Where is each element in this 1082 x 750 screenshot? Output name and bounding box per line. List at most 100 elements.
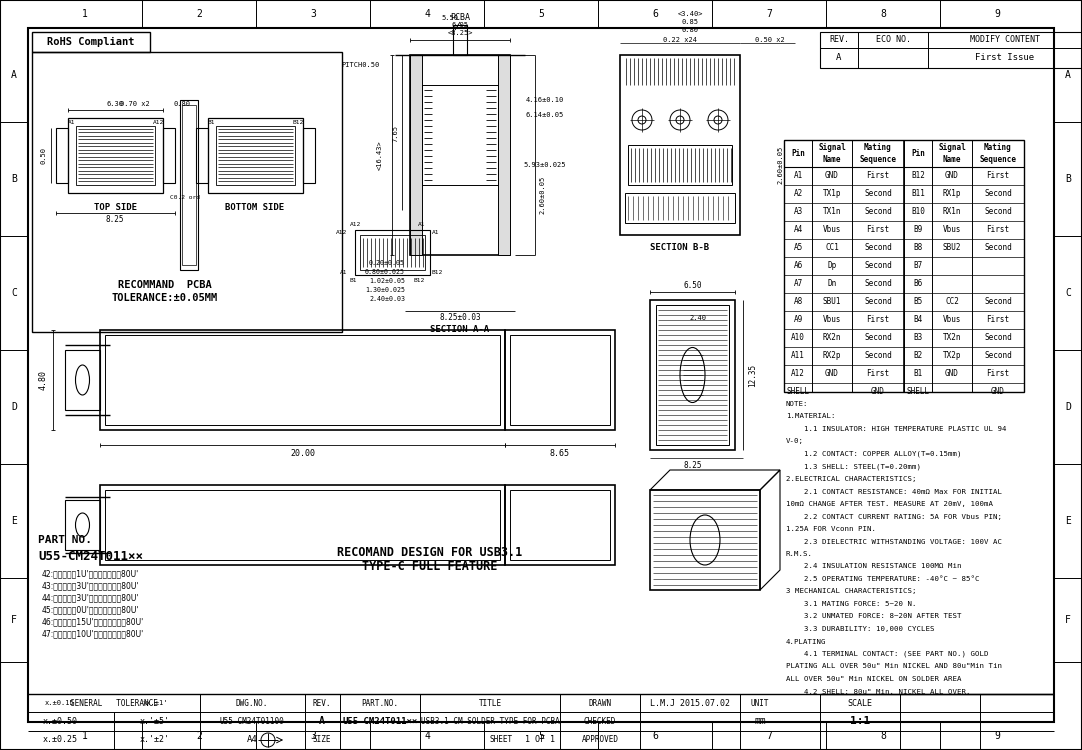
Text: B: B	[1065, 174, 1071, 184]
Text: First: First	[867, 226, 889, 235]
Text: 6.50: 6.50	[683, 280, 702, 290]
Text: 2.40: 2.40	[689, 315, 705, 321]
Text: 46:功能区镀金15U'辅助镀层镁至少80U': 46:功能区镀金15U'辅助镀层镁至少80U'	[42, 617, 144, 626]
Text: PART.NO.: PART.NO.	[361, 698, 398, 707]
Text: A1: A1	[432, 230, 439, 235]
Text: 1: 1	[82, 9, 88, 19]
Text: 12.35: 12.35	[749, 364, 757, 386]
Text: 2.60±0.05: 2.60±0.05	[539, 176, 545, 214]
Text: 8.65: 8.65	[550, 448, 570, 458]
Text: TX2n: TX2n	[942, 334, 961, 343]
Text: 2.1 CONTACT RESISTANCE: 40mΩ Max FOR INITIAL: 2.1 CONTACT RESISTANCE: 40mΩ Max FOR INI…	[786, 488, 1002, 494]
Text: Name: Name	[822, 155, 841, 164]
Text: 2.4 INSULATION RESISTANCE 100MΩ Min: 2.4 INSULATION RESISTANCE 100MΩ Min	[786, 563, 962, 569]
Text: Signal: Signal	[818, 142, 846, 152]
Text: x.'±5': x.'±5'	[140, 716, 170, 725]
Text: <16.43>: <16.43>	[377, 140, 383, 170]
Text: D: D	[1065, 402, 1071, 412]
Text: 1.1 INSULATOR: HIGH TEMPERATURE PLASTIC UL 94: 1.1 INSULATOR: HIGH TEMPERATURE PLASTIC …	[786, 426, 1006, 432]
Text: B6: B6	[913, 280, 923, 289]
Text: SIZE: SIZE	[313, 736, 331, 745]
Text: A9: A9	[793, 316, 803, 325]
Text: 42:功能区镀金1U'辅助镀层镁至少80U': 42:功能区镀金1U'辅助镀层镁至少80U'	[42, 569, 140, 578]
Text: Vbus: Vbus	[822, 316, 841, 325]
Bar	[182, 105, 196, 265]
Bar	[505, 330, 615, 430]
Text: First: First	[867, 316, 889, 325]
Text: A10: A10	[791, 334, 805, 343]
Text: Sequence: Sequence	[979, 155, 1016, 164]
Bar	[215, 125, 294, 184]
Bar	[105, 490, 500, 560]
Text: SCALE: SCALE	[847, 698, 872, 707]
Text: B2: B2	[913, 352, 923, 361]
Text: RX2n: RX2n	[822, 334, 841, 343]
Text: C0.2 ord: C0.2 ord	[170, 195, 199, 200]
Text: Second: Second	[865, 262, 892, 271]
Text: 1.3 SHELL: STEEL(T=0.20mm): 1.3 SHELL: STEEL(T=0.20mm)	[786, 464, 921, 470]
Text: 7: 7	[766, 731, 771, 741]
Text: 1.30±0.025: 1.30±0.025	[365, 287, 405, 293]
Bar	[410, 55, 510, 255]
Text: Sequence: Sequence	[859, 155, 897, 164]
Text: SBU2: SBU2	[942, 244, 961, 253]
Text: B12: B12	[413, 278, 425, 283]
Text: 1 OF 1: 1 OF 1	[525, 736, 555, 745]
Bar	[32, 52, 342, 332]
Text: 3.3 DURABILITY: 10,000 CYCLES: 3.3 DURABILITY: 10,000 CYCLES	[786, 626, 935, 632]
Bar	[453, 25, 467, 55]
Text: Second: Second	[865, 298, 892, 307]
Text: SHELL: SHELL	[907, 388, 929, 397]
Text: A11: A11	[791, 352, 805, 361]
Text: Signal: Signal	[938, 142, 966, 152]
Text: 6: 6	[652, 9, 658, 19]
Bar	[105, 335, 500, 425]
Text: B: B	[11, 174, 17, 184]
Text: F: F	[11, 615, 17, 625]
Bar	[650, 490, 760, 590]
Bar	[510, 335, 610, 425]
Text: 2.40±0.03: 2.40±0.03	[369, 296, 405, 302]
Text: PITCH0.50: PITCH0.50	[342, 62, 380, 68]
Text: 3.1 MATING FORCE: 5~20 N.: 3.1 MATING FORCE: 5~20 N.	[786, 601, 916, 607]
Text: GND: GND	[826, 370, 839, 379]
Text: B10: B10	[911, 208, 925, 217]
Text: Second: Second	[865, 334, 892, 343]
Text: CC2: CC2	[945, 298, 959, 307]
Text: B8: B8	[913, 244, 923, 253]
Text: 2.60±0.05: 2.60±0.05	[777, 146, 783, 184]
Text: RoHS Compliant: RoHS Compliant	[48, 37, 135, 47]
Text: First: First	[987, 316, 1010, 325]
Text: UNIT: UNIT	[751, 698, 769, 707]
Text: TX1n: TX1n	[822, 208, 841, 217]
Text: 44:功能区镀金3U'辅助镀层镁至少80U': 44:功能区镀金3U'辅助镀层镁至少80U'	[42, 593, 140, 602]
Text: Second: Second	[985, 190, 1012, 199]
Text: 2: 2	[196, 731, 202, 741]
Bar	[67, 118, 162, 193]
Bar	[625, 193, 735, 223]
Bar	[65, 500, 100, 550]
Text: DWG.NO.: DWG.NO.	[236, 698, 268, 707]
Text: 0.80: 0.80	[174, 100, 192, 106]
Text: SECTION B-B: SECTION B-B	[650, 242, 710, 251]
Text: TOLERANCE:±0.05MM: TOLERANCE:±0.05MM	[111, 293, 219, 303]
Text: 1.MATERIAL:: 1.MATERIAL:	[786, 413, 835, 419]
Text: Vbus: Vbus	[942, 316, 961, 325]
Text: BOTTOM SIDE: BOTTOM SIDE	[225, 203, 285, 212]
Text: ECO NO.: ECO NO.	[875, 35, 910, 44]
Text: 6.05: 6.05	[451, 22, 469, 28]
Text: GND: GND	[871, 388, 885, 397]
Text: 2.ELECTRICAL CHARACTERISTICS;: 2.ELECTRICAL CHARACTERISTICS;	[786, 476, 916, 482]
Text: 1: 1	[82, 731, 88, 741]
Text: Second: Second	[865, 208, 892, 217]
Text: GND: GND	[826, 172, 839, 181]
Bar	[32, 32, 150, 52]
Text: Second: Second	[865, 280, 892, 289]
Text: B12: B12	[293, 120, 304, 125]
Text: mm: mm	[754, 716, 766, 726]
Text: 1.25A FOR Vconn PIN.: 1.25A FOR Vconn PIN.	[786, 526, 876, 532]
Text: REV.: REV.	[313, 698, 331, 707]
Text: 4.PLATING: 4.PLATING	[786, 638, 827, 644]
Text: GND: GND	[945, 370, 959, 379]
Text: A: A	[11, 70, 17, 80]
